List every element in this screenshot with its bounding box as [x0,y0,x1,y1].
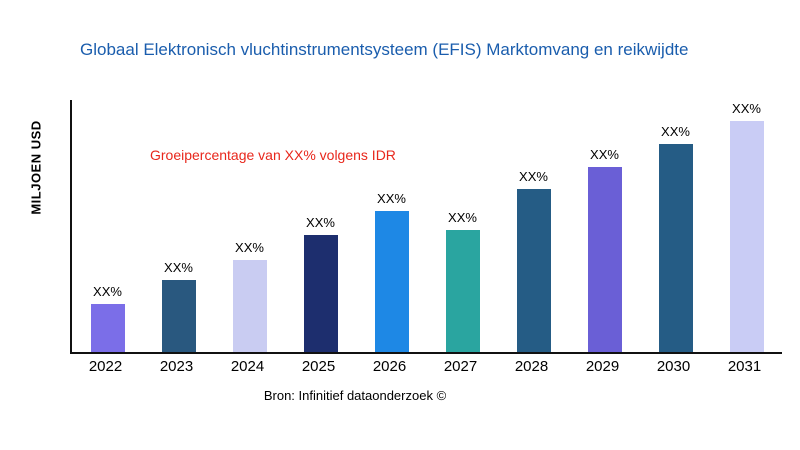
growth-rate-annotation: Groeipercentage van XX% volgens IDR [150,147,396,163]
bar-2022 [90,304,125,352]
bar-value-label: XX% [661,124,690,139]
x-tick-2030: 2030 [656,358,691,375]
bar-column-2027: XX% [427,100,498,352]
bar-2024 [232,260,267,352]
x-tick-2023: 2023 [159,358,194,375]
bar-value-label: XX% [732,101,761,116]
bar-value-label: XX% [235,240,264,255]
chart-title: Globaal Elektronisch vluchtinstrumentsys… [80,40,689,59]
bar-2025 [303,235,338,352]
bar-value-label: XX% [590,147,619,162]
x-tick-2031: 2031 [727,358,762,375]
bar-2029 [587,167,622,352]
bar-value-label: XX% [519,169,548,184]
plot-area: XX% XX% XX% XX% XX% XX% XX% XX% XX% XX% [70,100,782,354]
x-tick-2027: 2027 [443,358,478,375]
source-caption: Bron: Infinitief dataonderzoek © [263,388,447,403]
bar-column-2031: XX% [711,100,782,352]
x-tick-2029: 2029 [585,358,620,375]
bar-2028 [516,189,551,352]
x-axis-labels: 2022 2023 2024 2025 2026 2027 2028 2029 2030 2031 [70,358,780,375]
bar-value-label: XX% [377,191,406,206]
x-tick-2026: 2026 [372,358,407,375]
bar-column-2024: XX% [214,100,285,352]
bar-2030 [658,144,693,352]
bar-column-2030: XX% [640,100,711,352]
x-tick-2025: 2025 [301,358,336,375]
bar-2031 [729,121,764,352]
bar-column-2022: XX% [72,100,143,352]
x-tick-2028: 2028 [514,358,549,375]
bar-value-label: XX% [164,260,193,275]
y-axis-label: MILJOEN USD [28,120,44,215]
bar-2023 [161,280,196,352]
bar-value-label: XX% [448,210,477,225]
bar-2027 [445,230,480,352]
bar-column-2025: XX% [285,100,356,352]
bar-column-2026: XX% [356,100,427,352]
bar-2026 [374,211,409,352]
bar-column-2028: XX% [498,100,569,352]
bar-column-2023: XX% [143,100,214,352]
bar-value-label: XX% [306,215,335,230]
x-tick-2022: 2022 [88,358,123,375]
x-tick-2024: 2024 [230,358,265,375]
bar-value-label: XX% [93,284,122,299]
bar-series: XX% XX% XX% XX% XX% XX% XX% XX% XX% XX% [72,100,782,352]
bar-column-2029: XX% [569,100,640,352]
